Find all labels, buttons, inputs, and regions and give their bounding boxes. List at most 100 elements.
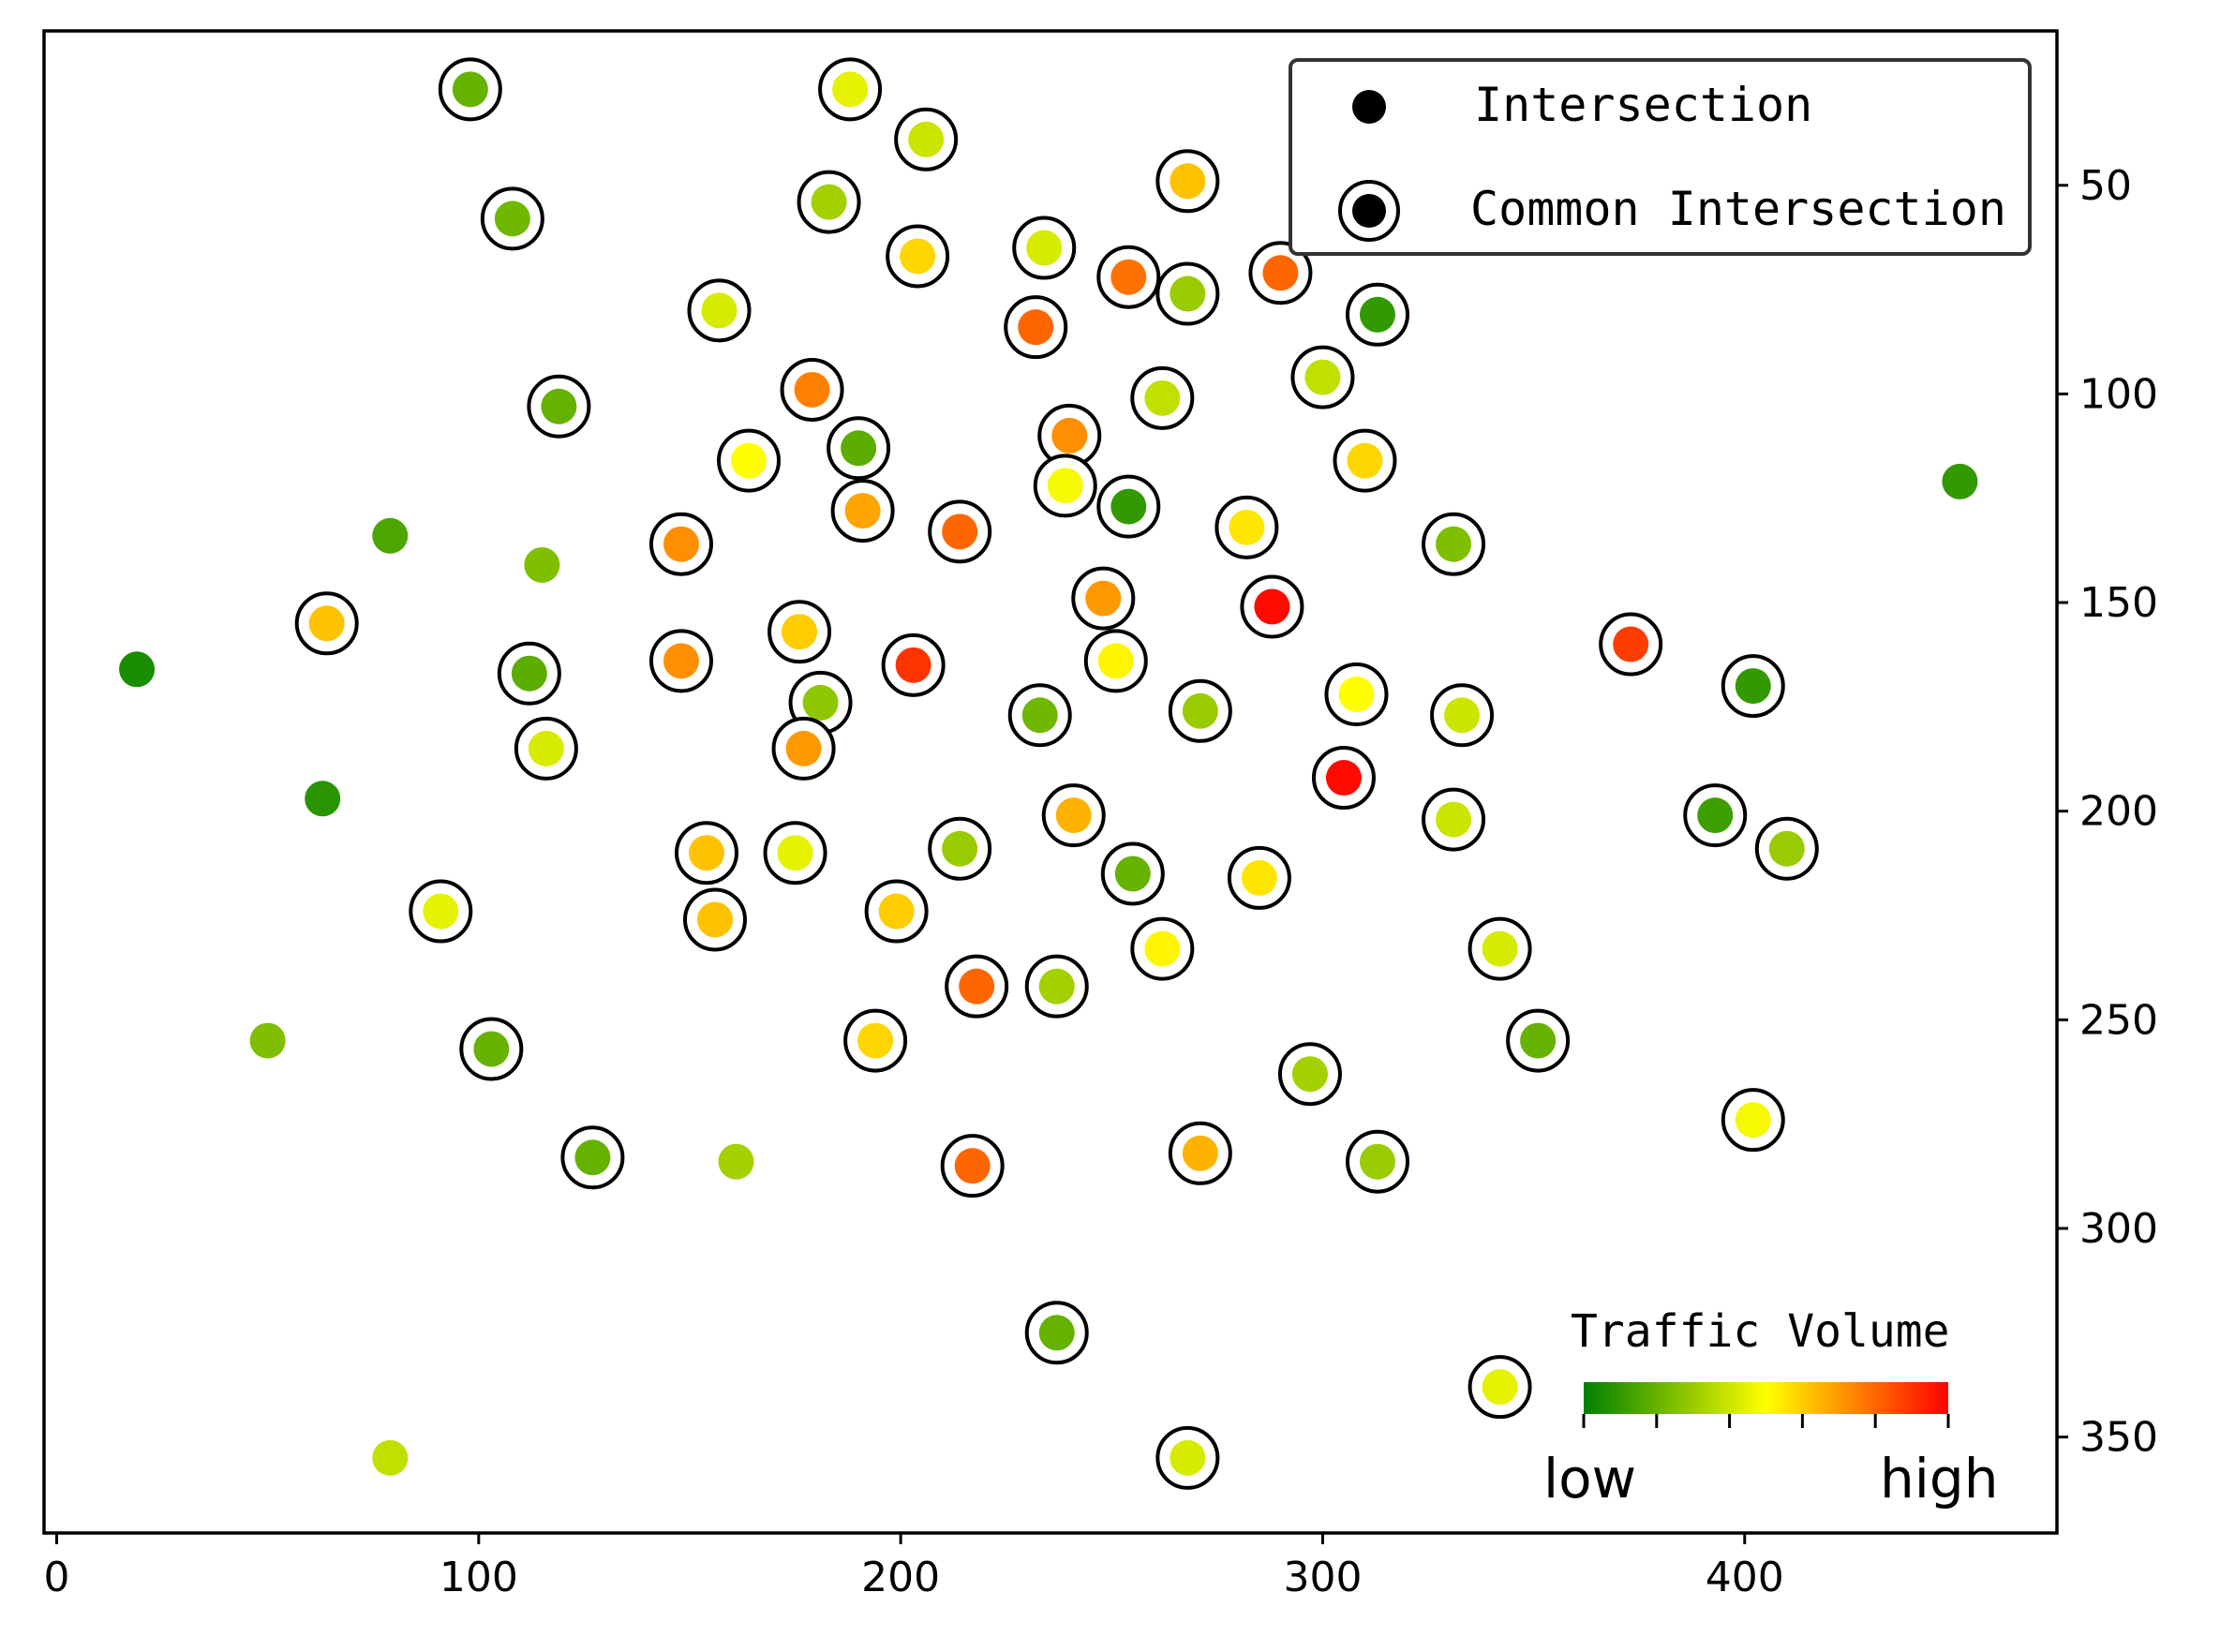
intersection-point [1024, 1301, 1089, 1365]
intersection-point [514, 716, 578, 781]
intersection-marker [857, 1022, 894, 1059]
intersection-point [683, 887, 747, 952]
x-tick-label: 200 [861, 1554, 940, 1601]
intersection-point [1083, 629, 1148, 693]
legend-common-label: Common Intersection [1470, 182, 2006, 236]
intersection-marker [908, 121, 945, 157]
intersection-marker [1254, 588, 1290, 625]
intersection-marker [1613, 626, 1649, 662]
intersection-point [881, 633, 946, 697]
intersection-point [1721, 1088, 1785, 1153]
intersection-point [797, 170, 861, 234]
intersection-point [771, 716, 836, 781]
intersection-point [648, 629, 713, 693]
legend-box [1289, 58, 2032, 256]
x-tick-label: 100 [440, 1554, 518, 1601]
intersection-marker [832, 71, 869, 108]
intersection-point [1430, 683, 1495, 748]
intersection-point [1721, 654, 1785, 719]
intersection-marker [1144, 380, 1181, 416]
intersection-marker [1018, 309, 1054, 346]
intersection-point [497, 641, 561, 706]
intersection-marker [528, 730, 564, 766]
intersection-point [527, 374, 591, 439]
intersection-point [459, 1017, 524, 1081]
intersection-point [1024, 954, 1089, 1019]
intersection-marker [1085, 580, 1122, 617]
intersection-marker [1182, 1135, 1218, 1171]
intersection-marker [942, 513, 978, 550]
intersection-marker [1338, 676, 1375, 712]
intersection-point [1227, 845, 1291, 910]
intersection-point [560, 1125, 625, 1190]
plot-frame [42, 29, 2059, 1535]
intersection-marker [802, 684, 839, 721]
y-tick-label: 250 [2079, 996, 2158, 1044]
intersection-marker [1520, 1022, 1557, 1059]
intersection-marker [1051, 417, 1088, 454]
colorbar-high-label: high [1880, 1447, 1998, 1511]
intersection-marker [452, 71, 488, 108]
intersection-marker [1170, 163, 1206, 200]
intersection-marker [663, 526, 699, 562]
colorbar-ticks [1582, 1414, 1950, 1428]
y-tick-label: 200 [2079, 788, 2158, 836]
intersection-point [1033, 454, 1097, 518]
intersection-marker [1942, 463, 1978, 499]
intersection-point [1290, 345, 1355, 409]
intersection-point [1041, 783, 1106, 848]
intersection-point [1130, 916, 1195, 981]
intersection-point [480, 186, 544, 251]
intersection-marker [1768, 830, 1805, 867]
intersection-point [830, 479, 895, 543]
intersection-point [1599, 612, 1663, 677]
intersection-marker [1482, 1369, 1518, 1406]
intersection-marker [1110, 259, 1147, 295]
x-tick-label: 0 [44, 1554, 70, 1601]
y-tick-label: 300 [2079, 1205, 2158, 1253]
intersection-point [1248, 241, 1313, 305]
intersection-marker [1304, 359, 1341, 395]
intersection-point [1155, 1425, 1220, 1490]
intersection-point [718, 1143, 754, 1180]
intersection-marker [119, 651, 156, 688]
y-tick-label: 350 [2079, 1414, 2158, 1462]
colorbar: Traffic Volume low high [1543, 1305, 1998, 1511]
legend: Intersection Common Intersection [1289, 58, 2032, 256]
intersection-point [119, 651, 156, 688]
intersection-marker [697, 901, 733, 938]
intersection-point [818, 57, 883, 122]
intersection-marker [1144, 930, 1181, 967]
intersection-point [648, 512, 713, 576]
intersection-marker [1735, 668, 1771, 705]
intersection-marker [1262, 255, 1299, 291]
legend-common-marker-dot [1352, 194, 1386, 228]
colorbar-gradient [1584, 1382, 1948, 1414]
intersection-marker [372, 1439, 409, 1476]
intersection-point [438, 57, 502, 122]
intersection-marker [372, 517, 409, 554]
intersection-point [894, 107, 959, 171]
intersection-marker [663, 643, 699, 679]
y-tick-label: 100 [2079, 370, 2158, 418]
intersection-marker [1444, 697, 1481, 734]
intersection-marker [942, 830, 978, 867]
intersection-marker [1436, 526, 1472, 562]
intersection-marker [777, 835, 813, 871]
x-axis: 0 100 200 300 400 [44, 1533, 1784, 1601]
intersection-point [409, 879, 473, 944]
intersection-marker [1697, 797, 1734, 834]
intersection-marker [1047, 468, 1083, 504]
intersection-point [1100, 841, 1165, 906]
intersection-point [1168, 1121, 1232, 1185]
intersection-marker [1182, 692, 1218, 729]
intersection-point [1155, 149, 1220, 214]
x-tick-label: 400 [1706, 1554, 1784, 1601]
intersection-marker [1229, 509, 1265, 545]
intersection-marker [1359, 296, 1395, 333]
intersection-marker [511, 655, 547, 692]
intersection-marker [841, 430, 877, 467]
intersection-point [305, 781, 341, 817]
colorbar-low-label: low [1543, 1447, 1636, 1511]
intersection-marker [844, 493, 881, 529]
